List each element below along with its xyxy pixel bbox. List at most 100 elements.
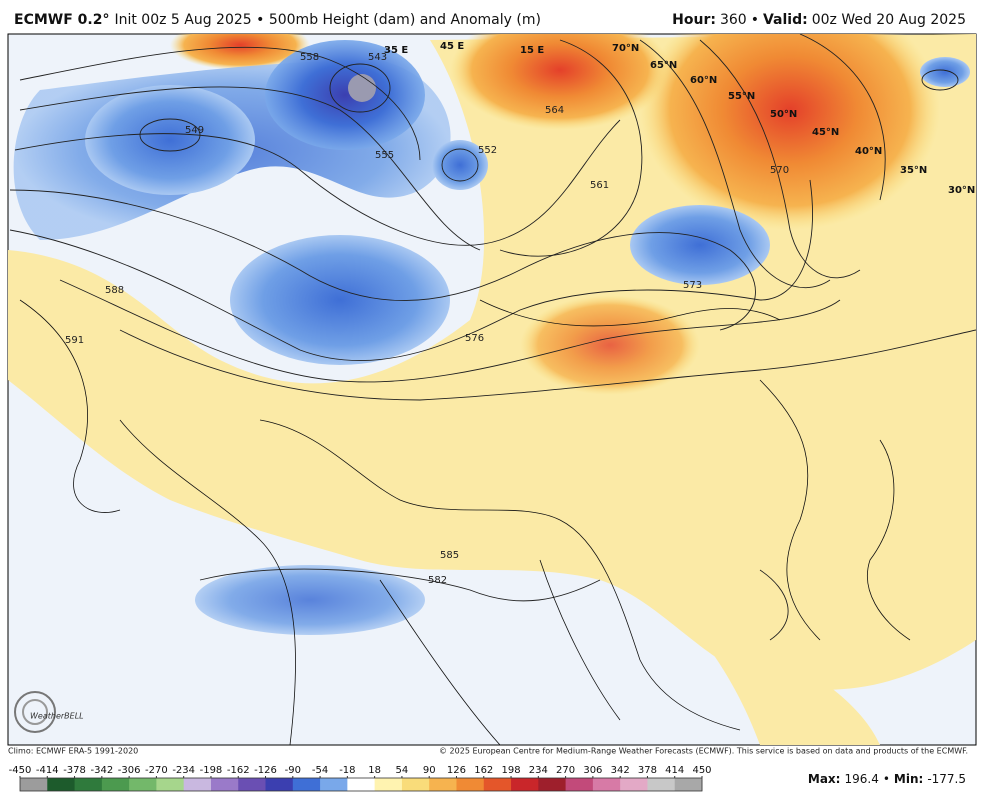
colorbar-tick-label: -90 xyxy=(285,765,301,776)
contour-label: 549 xyxy=(185,125,204,136)
stats: Max: 196.4 • Min: -177.5 xyxy=(808,772,966,786)
colorbar-tick-label: -162 xyxy=(227,765,250,776)
hour-label: Hour: xyxy=(672,12,716,28)
header-left: ECMWF 0.2° Init 00z 5 Aug 2025 • 500mb He… xyxy=(14,12,541,28)
colorbar-tick-label: 198 xyxy=(501,765,520,776)
trough-anomaly xyxy=(230,235,450,365)
colorbar-bin xyxy=(101,778,130,791)
latitude-label: 60°N xyxy=(690,75,717,86)
model: ECMWF 0.2° xyxy=(14,12,109,28)
longitude-label: 45 E xyxy=(440,41,464,52)
colorbar-bin xyxy=(47,778,76,791)
colorbar-tick-label: -126 xyxy=(254,765,277,776)
climo-note: Climo: ECMWF ERA-5 1991-2020 xyxy=(8,747,138,756)
header-right: Hour: 360 • Valid: 00z Wed 20 Aug 2025 xyxy=(672,12,966,28)
colorbar-bin xyxy=(156,778,185,791)
colorbar-bin xyxy=(483,778,512,791)
colorbar-bin xyxy=(20,778,48,791)
max-value: 196.4 xyxy=(844,772,878,786)
latitude-label: 45°N xyxy=(812,127,839,138)
trough-anomaly xyxy=(920,57,970,87)
contour-label: 591 xyxy=(65,335,84,346)
colorbar-bin xyxy=(129,778,157,791)
trough-center xyxy=(348,74,376,102)
contour-label: 576 xyxy=(465,333,484,344)
contour-label: 582 xyxy=(428,575,447,586)
trough-anomaly xyxy=(195,565,425,635)
colorbar-tick-label: -234 xyxy=(172,765,195,776)
colorbar-bin xyxy=(647,778,676,791)
trough-anomaly xyxy=(630,205,770,285)
colorbar-bin xyxy=(429,778,457,791)
contour-label: 573 xyxy=(683,280,702,291)
logo-text: WeatherBELL xyxy=(30,712,84,721)
contour-label: 552 xyxy=(478,145,497,156)
min-label: Min: xyxy=(894,772,923,786)
colorbar-bin xyxy=(292,778,321,791)
valid-label: Valid: xyxy=(763,12,808,28)
copyright: © 2025 European Centre for Medium-Range … xyxy=(439,747,968,756)
separator: • xyxy=(883,772,890,786)
colorbar-tick-label: -342 xyxy=(90,765,113,776)
latitude-label: 35°N xyxy=(900,165,927,176)
max-label: Max: xyxy=(808,772,841,786)
latitude-label: 65°N xyxy=(650,60,677,71)
latitude-label: 40°N xyxy=(855,146,882,157)
min-value: -177.5 xyxy=(927,772,966,786)
contour-label: 570 xyxy=(770,165,789,176)
colorbar-bin xyxy=(265,778,294,791)
colorbar-tick-label: -18 xyxy=(339,765,355,776)
ridge-anomaly xyxy=(640,34,940,230)
colorbar-bin xyxy=(456,778,485,791)
colorbar-tick-label: 162 xyxy=(474,765,493,776)
description: Init 00z 5 Aug 2025 • 500mb Height (dam)… xyxy=(114,12,541,28)
colorbar-tick-label: 414 xyxy=(665,765,684,776)
logo: WeatherBELL xyxy=(14,691,84,733)
trough-anomaly xyxy=(432,140,488,190)
colorbar-bin xyxy=(674,778,703,791)
valid-time: 00z Wed 20 Aug 2025 xyxy=(812,12,966,28)
colorbar-bin xyxy=(210,778,239,791)
colorbar-tick-label: -54 xyxy=(312,765,328,776)
colorbar-bin xyxy=(183,778,212,791)
colorbar-bin xyxy=(74,778,103,791)
contour-label: 555 xyxy=(375,150,394,161)
colorbar-bin xyxy=(592,778,621,791)
colorbar-tick-label: 126 xyxy=(447,765,466,776)
colorbar-tick-label: -450 xyxy=(9,765,32,776)
colorbar-tick-label: 234 xyxy=(529,765,548,776)
colorbar-tick-label: -270 xyxy=(145,765,168,776)
colorbar-bin xyxy=(620,778,648,791)
latitude-label: 30°N xyxy=(948,185,975,196)
colorbar-tick-label: -306 xyxy=(118,765,141,776)
contour-label: 561 xyxy=(590,180,609,191)
colorbar-tick-label: -414 xyxy=(36,765,59,776)
colorbar-tick-label: 18 xyxy=(368,765,381,776)
ridge-anomaly xyxy=(520,295,700,395)
ridge-anomaly xyxy=(450,34,670,130)
colorbar: -450 -414 -378 -342 -306 -270 -234 -198 -162 -126… xyxy=(9,765,712,792)
colorbar-tick-label: 270 xyxy=(556,765,575,776)
trough-anomaly xyxy=(85,85,255,195)
colorbar-bin xyxy=(401,778,430,791)
longitude-label: 35 E xyxy=(384,45,408,56)
colorbar-bin xyxy=(565,778,594,791)
contour-label: 585 xyxy=(440,550,459,561)
colorbar-tick-label: 54 xyxy=(396,765,409,776)
colorbar-bin xyxy=(538,778,567,791)
colorbar-bin xyxy=(320,778,348,791)
trough-anomaly xyxy=(265,40,425,150)
colorbar-tick-label: 306 xyxy=(583,765,602,776)
colorbar-tick-label: -378 xyxy=(63,765,86,776)
latitude-label: 55°N xyxy=(728,91,755,102)
colorbar-tick-label: 342 xyxy=(611,765,630,776)
colorbar-bin xyxy=(347,778,376,791)
ridge-anomaly xyxy=(170,34,310,70)
contour-label: 564 xyxy=(545,105,564,116)
longitude-label: 15 E xyxy=(520,45,544,56)
colorbar-tick-label: 90 xyxy=(423,765,436,776)
colorbar-tick-label: 450 xyxy=(692,765,711,776)
hour: 360 xyxy=(720,12,747,28)
